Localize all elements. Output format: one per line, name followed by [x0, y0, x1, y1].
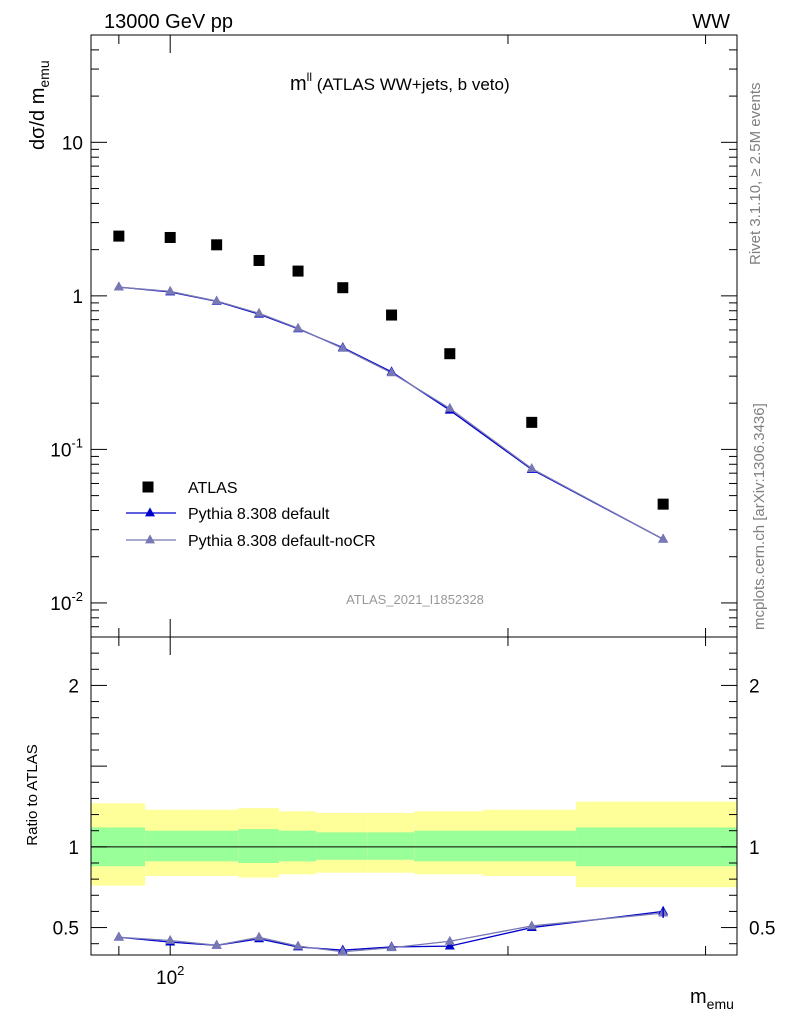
ratio-band-inner [316, 832, 368, 860]
ratio-band-inner [367, 832, 415, 860]
side-text-top: Rivet 3.1.10, ≥ 2.5M events [747, 83, 764, 266]
ratio-tick-label-right: 1 [749, 838, 760, 859]
ratio-axis-label: Ratio to ATLAS [24, 744, 41, 845]
ratio-point-nocr [337, 946, 348, 956]
ratio-point-nocr [293, 940, 304, 950]
ratio-tick-label-left: 1 [68, 838, 79, 859]
ratio-line-nocr [118, 912, 664, 953]
series-layer [113, 230, 669, 956]
point-nocr [293, 322, 304, 332]
point-atlas [113, 230, 125, 242]
ratio-band-inner [278, 830, 317, 862]
plot-title: mll (ATLAS WW+jets, b veto) [290, 70, 510, 95]
ratio-tick-label-right: 0.5 [749, 919, 775, 940]
point-atlas [657, 498, 669, 510]
point-atlas [444, 348, 456, 360]
ratio-band-inner [482, 830, 577, 862]
ratio-tick-label-right: 2 [749, 676, 760, 697]
ratio-point-nocr [211, 939, 222, 949]
series-line-default [118, 286, 664, 540]
ratio-frame [90, 636, 738, 956]
ratio-tick-label-left: 2 [68, 676, 79, 697]
ratio-band-inner [238, 829, 279, 863]
header-right: WW [692, 11, 730, 33]
point-nocr [444, 402, 455, 412]
y-tick-label: 10 [62, 133, 83, 154]
point-atlas [526, 416, 538, 428]
plot-title-rest: (ATLAS WW+jets, b veto) [312, 75, 510, 94]
ratio-point-nocr [113, 931, 124, 941]
point-atlas [211, 239, 223, 251]
ratio-point-nocr [386, 942, 397, 952]
point-atlas [164, 231, 176, 243]
axes: 10-2 10-1 1 10 102 0.5 0.5 1 1 2 2 [50, 34, 775, 989]
y-tick-label: 10-1 [50, 435, 83, 461]
ratio-point-nocr [444, 935, 455, 945]
legend-label: ATLAS [188, 480, 238, 497]
point-nocr [386, 367, 397, 377]
plot-title-sup: ll [307, 70, 312, 84]
analysis-watermark: ATLAS_2021_I1852328 [346, 592, 484, 607]
ratio-bands [91, 801, 737, 888]
ratio-tick-label-left: 0.5 [53, 919, 79, 940]
y-tick-label: 10-2 [50, 589, 83, 615]
legend-label: Pythia 8.308 default-noCR [188, 533, 376, 550]
point-nocr [337, 342, 348, 352]
ratio-band-inner [145, 830, 194, 862]
point-nocr [211, 295, 222, 305]
point-nocr [526, 463, 537, 473]
x-axis-label-sub: emu [707, 996, 734, 1012]
y-axis-label-main: dσ/d m [27, 88, 49, 150]
ratio-point-nocr [165, 934, 176, 944]
ratio-band-inner [193, 830, 239, 862]
x-axis-label-main: m [690, 986, 707, 1008]
legend-marker-atlas [142, 481, 154, 493]
y-axis-label: dσ/d memu [27, 60, 52, 150]
point-nocr [113, 281, 124, 291]
legend-marker [145, 507, 155, 517]
ratio-point-nocr [254, 931, 265, 941]
point-nocr [254, 307, 265, 317]
y-tick-label: 1 [72, 287, 83, 308]
series-line-nocr [118, 286, 664, 540]
x-tick-label: 102 [156, 963, 184, 989]
legend-marker [145, 534, 155, 544]
point-atlas [337, 282, 349, 294]
point-atlas [292, 265, 304, 277]
header-left: 13000 GeV pp [104, 11, 233, 33]
side-text-bottom: mcplots.cern.ch [arXiv:1306.3436] [751, 403, 768, 630]
legend-label: Pythia 8.308 default [188, 506, 330, 523]
plot-title-main: m [290, 73, 307, 95]
y-axis-label-sub: emu [36, 60, 52, 87]
point-nocr [658, 533, 669, 543]
point-nocr [165, 285, 176, 295]
legend: ATLAS Pythia 8.308 default Pythia 8.308 de… [126, 480, 376, 550]
ratio-band-inner [414, 830, 483, 862]
ratio-point-nocr [526, 920, 537, 930]
point-atlas [386, 309, 398, 321]
ratio-point-default [444, 940, 455, 950]
point-atlas [253, 254, 265, 266]
x-axis-label: memu [690, 986, 734, 1012]
